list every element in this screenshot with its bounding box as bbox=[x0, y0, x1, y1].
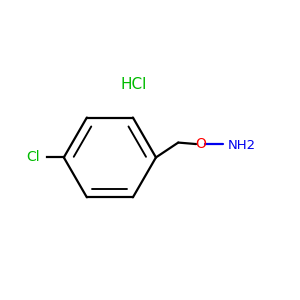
Text: O: O bbox=[195, 137, 206, 151]
Text: Cl: Cl bbox=[26, 150, 40, 164]
Text: NH2: NH2 bbox=[227, 139, 255, 152]
Text: HCl: HCl bbox=[121, 77, 147, 92]
